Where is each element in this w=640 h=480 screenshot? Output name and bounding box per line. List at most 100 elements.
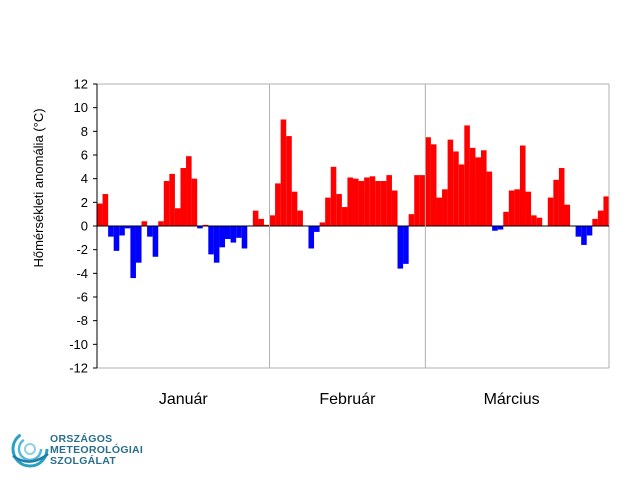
y-tick-label: -2 — [76, 242, 88, 257]
y-tick-label: 10 — [74, 100, 88, 115]
bar-day-32 — [269, 215, 276, 226]
y-ticks-group: 12 10 8 6 4 2 0 -2 -4 -6 -8 -10 -12 — [69, 77, 97, 376]
bar-day-84 — [558, 168, 565, 226]
month-labels-group: Január Február Március — [159, 391, 540, 408]
bar-day-39 — [308, 226, 315, 249]
bar-day-58 — [414, 175, 420, 226]
bar-day-92 — [603, 196, 609, 226]
bar-day-78 — [525, 191, 532, 226]
bar-day-31 — [263, 224, 270, 226]
bar-day-90 — [592, 218, 598, 226]
bar-day-50 — [369, 176, 376, 226]
y-tick-label: 12 — [74, 77, 88, 92]
bar-day-16 — [180, 168, 187, 226]
bar-day-67 — [464, 125, 470, 226]
bar-day-64 — [447, 139, 454, 226]
bar-day-47 — [353, 178, 359, 226]
bar-day-82 — [547, 197, 554, 226]
bar-day-4 — [113, 226, 120, 251]
month-label-1: Január — [159, 391, 209, 408]
bar-day-48 — [358, 181, 365, 226]
bar-day-55 — [397, 226, 404, 269]
bar-day-73 — [497, 226, 504, 230]
bar-day-83 — [553, 179, 559, 226]
bar-day-34 — [280, 119, 287, 226]
bar-day-9 — [141, 221, 148, 226]
y-tick-label: -10 — [69, 337, 88, 352]
month-label-2: Február — [319, 391, 376, 408]
y-tick-label: -12 — [69, 361, 88, 376]
bar-day-13 — [163, 181, 170, 226]
y-tick-label: 4 — [81, 171, 88, 186]
bar-day-71 — [486, 171, 493, 226]
bar-day-91 — [597, 210, 604, 226]
bar-day-59 — [419, 175, 426, 226]
y-axis-label: Hőmérsékleti anomália (°C) — [31, 108, 46, 267]
bar-day-74 — [503, 211, 509, 226]
bar-day-54 — [391, 190, 398, 226]
bar-day-49 — [364, 177, 370, 226]
bar-day-89 — [586, 226, 593, 236]
bar-day-12 — [158, 221, 164, 226]
logo-line-2: METEOROLÓGIAI — [50, 444, 144, 456]
bar-day-80 — [536, 217, 543, 226]
bar-day-3 — [108, 226, 114, 237]
bar-day-60 — [425, 137, 431, 226]
bar-day-63 — [442, 189, 448, 226]
logo-line-1: ORSZÁGOS — [50, 433, 113, 445]
bar-day-75 — [508, 190, 515, 226]
bar-day-37 — [297, 210, 303, 226]
bar-day-17 — [186, 156, 192, 226]
y-tick-label: -4 — [76, 266, 88, 281]
bar-day-77 — [519, 145, 526, 226]
y-tick-label: 6 — [81, 148, 88, 163]
bar-day-26 — [236, 226, 242, 238]
bars-group — [97, 119, 609, 279]
bar-day-53 — [386, 175, 392, 226]
y-tick-label: -6 — [76, 290, 88, 305]
anomaly-chart: 12 10 8 6 4 2 0 -2 -4 -6 -8 -10 -12 Január Február Már… — [31, 77, 610, 408]
bar-day-42 — [325, 197, 331, 226]
bar-day-76 — [514, 189, 520, 226]
y-tick-label: -8 — [76, 313, 88, 328]
bar-day-52 — [380, 181, 387, 226]
bar-day-7 — [130, 226, 136, 279]
y-tick-label: 0 — [81, 219, 88, 234]
bar-day-72 — [492, 226, 498, 231]
omsz-logo-icon — [11, 430, 49, 468]
bar-day-44 — [336, 194, 342, 226]
bar-day-14 — [169, 173, 175, 226]
bar-day-24 — [225, 226, 231, 240]
bar-day-30 — [258, 218, 264, 226]
logo-text: ORSZÁGOS METEOROLÓGIAI SZOLGÁLAT — [50, 434, 143, 467]
month-label-3: Március — [484, 391, 540, 408]
axes-group — [96, 83, 610, 369]
bar-day-51 — [375, 181, 381, 226]
bar-day-27 — [241, 226, 248, 249]
bar-day-29 — [252, 210, 259, 226]
bar-day-35 — [286, 136, 292, 226]
bar-day-5 — [119, 226, 125, 236]
bar-day-66 — [458, 164, 465, 226]
bar-day-87 — [575, 226, 582, 237]
bar-day-85 — [564, 204, 571, 226]
bar-day-10 — [147, 226, 153, 237]
bar-day-2 — [102, 194, 109, 226]
bar-day-88 — [581, 226, 587, 245]
bar-day-41 — [319, 222, 326, 226]
y-tick-label: 2 — [81, 195, 88, 210]
bar-day-69 — [475, 157, 481, 226]
bar-day-33 — [275, 183, 281, 226]
bar-day-20 — [202, 224, 209, 226]
bar-day-18 — [191, 178, 198, 226]
bar-day-46 — [347, 177, 353, 226]
bar-day-43 — [330, 166, 337, 226]
bar-day-21 — [208, 226, 214, 255]
bar-day-6 — [124, 226, 131, 229]
bar-day-70 — [481, 150, 487, 226]
bar-day-25 — [230, 226, 237, 243]
logo-line-3: SZOLGÁLAT — [50, 455, 117, 467]
bar-day-65 — [453, 151, 459, 226]
bar-day-40 — [314, 226, 320, 232]
bar-day-22 — [213, 226, 220, 263]
